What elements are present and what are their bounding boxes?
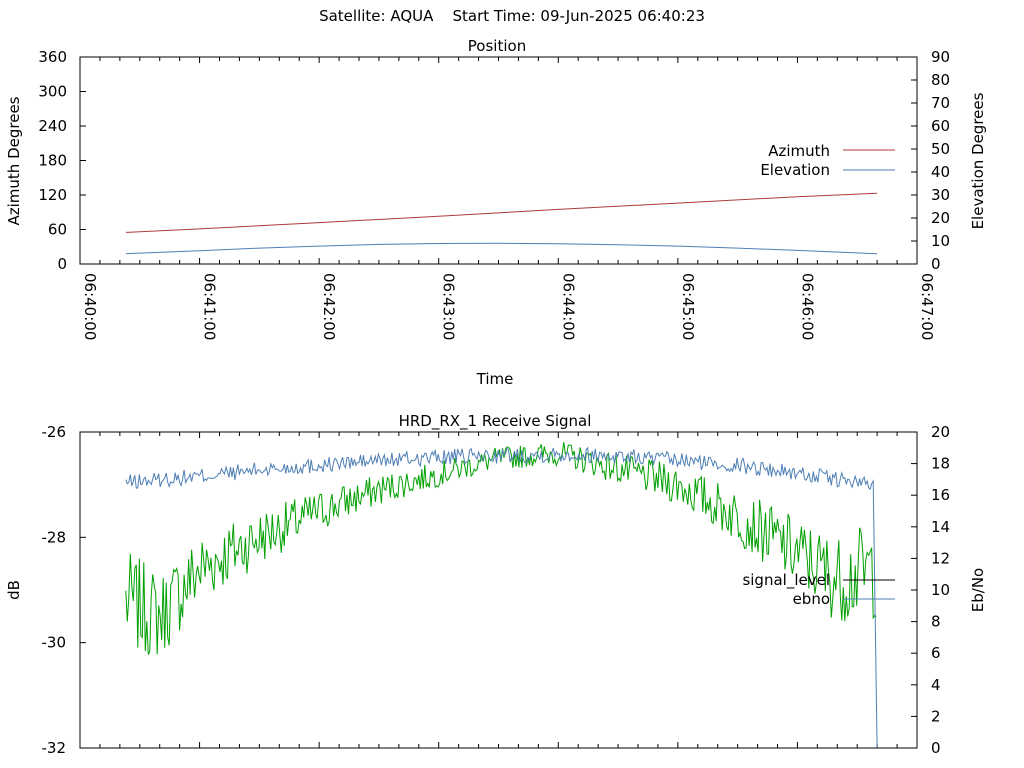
position-x-axis-label: Time bbox=[476, 370, 514, 388]
signal-axes: -32 -30 -28 -26 0 2 4 6 8 10 12 14 16 18 20 bbox=[42, 423, 951, 757]
signal-y2-tick-label: 8 bbox=[931, 613, 941, 631]
signal-y-tick-label: -32 bbox=[42, 739, 67, 757]
signal-y-tick-label: -28 bbox=[42, 528, 67, 546]
position-x-tick-label: 06:47:00 bbox=[918, 273, 936, 340]
position-x-tick-label: 06:43:00 bbox=[440, 273, 458, 340]
signal-y2-tick-label: 20 bbox=[931, 423, 950, 441]
page-title: Satellite: AQUA Start Time: 09-Jun-2025 … bbox=[0, 7, 1024, 25]
position-y-tick-label: 0 bbox=[57, 255, 67, 273]
signal-y2-tick-label: 18 bbox=[931, 455, 950, 473]
satellite-label: Satellite: AQUA bbox=[319, 7, 434, 25]
start-time-label: Start Time: 09-Jun-2025 06:40:23 bbox=[452, 7, 705, 25]
position-y-tick-label: 180 bbox=[38, 152, 67, 170]
signal-series-line-signal-level bbox=[125, 442, 877, 655]
legend-label-azimuth: Azimuth bbox=[768, 142, 830, 160]
signal-series-line-ebno bbox=[125, 446, 878, 749]
position-axes: 0 60 120 180 240 300 360 0 10 20 30 40 50 60 70 80 90 06:… bbox=[38, 48, 950, 340]
position-series-line-azimuth bbox=[125, 192, 878, 233]
position-y2-tick-label: 30 bbox=[931, 186, 950, 204]
position-y2-tick-label: 80 bbox=[931, 71, 950, 89]
legend-label-ebno: ebno bbox=[793, 590, 830, 608]
signal-y-tick-label: -26 bbox=[42, 423, 67, 441]
signal-chart-title: HRD_RX_1 Receive Signal bbox=[399, 412, 592, 431]
signal-y2-tick-label: 6 bbox=[931, 644, 941, 662]
signal-y2-axis-label: Eb/No bbox=[969, 568, 987, 612]
position-y-tick-label: 300 bbox=[38, 83, 67, 101]
signal-y2-tick-label: 0 bbox=[931, 739, 941, 757]
position-x-tick-label: 06:44:00 bbox=[559, 273, 577, 340]
position-plot-frame bbox=[79, 56, 918, 265]
position-x-tick-label: 06:41:00 bbox=[201, 273, 219, 340]
position-x-tick-label: 06:40:00 bbox=[81, 273, 99, 340]
signal-y2-tick-label: 4 bbox=[931, 676, 941, 694]
position-y2-tick-label: 90 bbox=[931, 48, 950, 66]
signal-y2-tick-label: 2 bbox=[931, 707, 941, 725]
position-y2-tick-label: 10 bbox=[931, 232, 950, 250]
signal-y-axis-label: dB bbox=[5, 580, 23, 600]
position-y-tick-label: 120 bbox=[38, 186, 67, 204]
position-x-tick-label: 06:46:00 bbox=[798, 273, 816, 340]
signal-y2-tick-label: 12 bbox=[931, 549, 950, 567]
position-x-tick-label: 06:45:00 bbox=[679, 273, 697, 340]
position-y2-tick-label: 50 bbox=[931, 140, 950, 158]
position-legend: Azimuth Elevation bbox=[760, 142, 895, 179]
signal-y2-tick-label: 16 bbox=[931, 486, 950, 504]
position-y2-tick-label: 60 bbox=[931, 117, 950, 135]
signal-y-tick-label: -30 bbox=[42, 634, 67, 652]
position-y2-tick-label: 20 bbox=[931, 209, 950, 227]
signal-y2-tick-label: 10 bbox=[931, 581, 950, 599]
position-y2-tick-label: 0 bbox=[931, 255, 941, 273]
position-y2-tick-label: 70 bbox=[931, 94, 950, 112]
position-x-tick-label: 06:42:00 bbox=[320, 273, 338, 340]
position-y-tick-label: 360 bbox=[38, 48, 67, 66]
position-y2-tick-label: 40 bbox=[931, 163, 950, 181]
position-y-axis-label: Azimuth Degrees bbox=[5, 96, 23, 225]
signal-legend: signal_level ebno bbox=[742, 571, 895, 608]
signal-series bbox=[125, 442, 878, 749]
signal-plot-frame bbox=[79, 431, 918, 749]
position-y2-axis-label: Elevation Degrees bbox=[969, 92, 987, 229]
position-y-tick-label: 60 bbox=[48, 221, 67, 239]
signal-y2-tick-label: 14 bbox=[931, 518, 950, 536]
position-series bbox=[125, 192, 878, 255]
legend-label-signal-level: signal_level bbox=[742, 571, 830, 590]
position-series-line-elevation bbox=[125, 242, 878, 255]
position-y-tick-label: 240 bbox=[38, 117, 67, 135]
position-chart-title: Position bbox=[468, 37, 526, 55]
legend-label-elevation: Elevation bbox=[760, 161, 830, 179]
